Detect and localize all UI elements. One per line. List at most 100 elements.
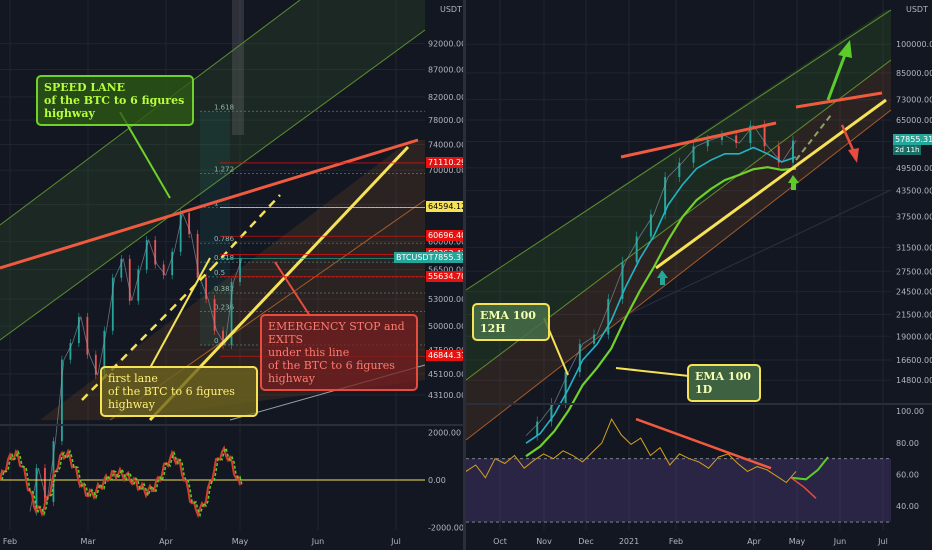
- price-candle: [77, 316, 80, 344]
- price-candle: [536, 421, 539, 436]
- x-tick-label: Jul: [877, 537, 888, 546]
- price-candle: [35, 468, 38, 512]
- y-tick-label: 43500.00: [896, 187, 932, 196]
- y-tick-label: 37500.00: [896, 213, 932, 222]
- x-tick-label: 2021: [619, 537, 639, 546]
- ema-100-12h-line: [525, 146, 797, 444]
- y-tick-label: 53000.00: [428, 295, 463, 304]
- price-candle: [706, 140, 709, 147]
- price-candle: [564, 372, 567, 403]
- rsi-y-tick-label: 80.00: [896, 439, 919, 448]
- rsi-y-tick-label: 60.00: [896, 471, 919, 480]
- price-candle: [649, 214, 652, 237]
- speed-lane-pointer: [119, 111, 171, 199]
- fib-level-label: 0.382: [214, 285, 234, 293]
- panel-divider[interactable]: [463, 0, 466, 550]
- price-candle: [188, 213, 191, 234]
- y-tick-label: 43100.00: [428, 391, 463, 400]
- long-term-trend-line: [615, 189, 892, 321]
- y-tick-label: 87000.00: [428, 66, 463, 75]
- x-tick-label: May: [789, 537, 806, 546]
- oscillator-y-tick-label: 2000.00: [428, 428, 461, 437]
- fib-level-label: 1.618: [214, 103, 234, 111]
- countdown-label: 2d 11h: [893, 145, 922, 156]
- price-label: 71110.29: [426, 156, 463, 168]
- y-tick-label: 82000.00: [428, 93, 463, 102]
- rsi-divergence-line: [635, 417, 772, 470]
- price-candle: [635, 236, 638, 262]
- price-candle: [692, 146, 695, 163]
- left-chart-panel[interactable]: 1.618 1.272 1 0.786 0.618 0.5 0.382 0.236 0 43100…: [0, 0, 463, 550]
- ema-12h-annotation: EMA 100 12H: [472, 303, 550, 341]
- price-label: 55634.70: [426, 270, 463, 282]
- y-tick-label: 73000.00: [896, 96, 932, 105]
- y-tick-label: 74000.00: [428, 140, 463, 149]
- y-tick-label: 27500.00: [896, 267, 932, 276]
- price-candle: [120, 258, 123, 278]
- rsi-y-tick-label: 100.00: [896, 407, 924, 416]
- speed-lane-band: [466, 10, 891, 380]
- y-tick-label: 45100.00: [428, 370, 463, 379]
- price-candle: [111, 277, 114, 331]
- bounce-arrow-teal: [657, 270, 668, 285]
- price-candle: [94, 354, 97, 375]
- ema-100-1d-line: [525, 166, 797, 458]
- y-tick-label: 31500.00: [896, 243, 932, 252]
- first-lane-lower-line: [466, 109, 892, 441]
- projection-zone: [232, 0, 244, 135]
- price-candle: [44, 468, 46, 503]
- price-candle: [213, 299, 216, 331]
- price-candle: [593, 334, 596, 344]
- resistance-trendline-left: [620, 121, 777, 159]
- emergency-stop-line2: under this line: [268, 346, 350, 359]
- oscillator-y-tick-label: -2000.00: [428, 524, 463, 533]
- ema-12h-label: EMA 100 12H: [480, 309, 536, 335]
- y-tick-label: 50000.00: [428, 322, 463, 331]
- y-tick-label: 100000.00: [896, 40, 932, 49]
- fib-level-label: 0.5: [214, 269, 225, 277]
- y-tick-label: 70000.00: [428, 166, 463, 175]
- right-chart-canvas[interactable]: 14800.00 16600.00 19000.00 21500.00 24500.00…: [466, 0, 932, 550]
- right-chart-panel[interactable]: 14800.00 16600.00 19000.00 21500.00 24500.00…: [466, 0, 932, 550]
- rsi-bearish-projection: [790, 477, 817, 499]
- emergency-stop-line1: EMERGENCY STOP and EXITS: [268, 320, 405, 346]
- fib-level-label: 0.786: [214, 235, 235, 243]
- price-candle: [763, 125, 766, 147]
- price-candle: [137, 269, 140, 301]
- y-tick-label: 24500.00: [896, 288, 932, 297]
- rsi-line: [466, 417, 797, 484]
- y-tick-label: 19000.00: [896, 332, 932, 341]
- price-candle: [103, 330, 106, 375]
- oscillator-main-line: [1, 445, 243, 518]
- price-candle: [792, 140, 794, 163]
- price-candle: [61, 359, 63, 442]
- price-candle: [179, 213, 182, 252]
- rsi-y-tick-label: 40.00: [896, 502, 919, 511]
- symbol-label: BTCUSDT: [394, 252, 436, 264]
- price-candle: [607, 298, 610, 335]
- price-candle: [239, 258, 241, 282]
- y-tick-label: 21500.00: [896, 311, 932, 320]
- price-candle: [205, 277, 207, 300]
- x-tick-label: Feb: [3, 537, 17, 546]
- price-label: 57855.31: [426, 252, 463, 264]
- bearish-arrow-head: [848, 148, 859, 163]
- currency-label: USDT: [906, 5, 928, 14]
- x-tick-label: Apr: [159, 537, 174, 546]
- speed-lane-lower-line: [0, 29, 426, 341]
- emergency-stop-annotation: EMERGENCY STOP and EXITS under this line…: [260, 314, 418, 391]
- first-lane-annotation: first lane of the BTC to 6 figures highw…: [100, 366, 258, 417]
- ema-1d-annotation: EMA 100 1D: [687, 364, 761, 402]
- price-candle: [749, 125, 752, 144]
- fib-level-label: 0: [214, 337, 218, 345]
- price-candle: [154, 240, 157, 265]
- price-candle: [230, 281, 233, 345]
- fib-level-label: 0.236: [214, 303, 235, 311]
- rsi-bullish-projection: [790, 456, 829, 481]
- speed-lane-line2: of the BTC to 6 figures highway: [44, 94, 185, 120]
- price-candle: [128, 258, 131, 301]
- y-tick-label: 65000.00: [896, 116, 932, 125]
- oscillator-y-tick-label: 0.00: [428, 476, 446, 485]
- y-tick-label: 92000.00: [428, 40, 463, 49]
- x-tick-label: Jul: [390, 537, 401, 546]
